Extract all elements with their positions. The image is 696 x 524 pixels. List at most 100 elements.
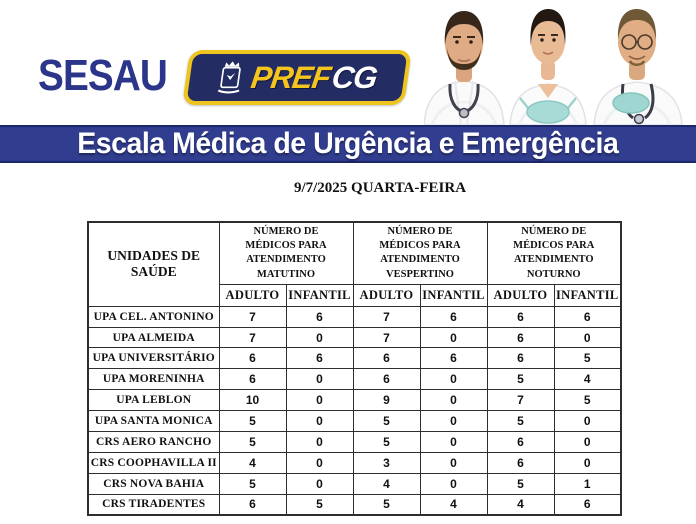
unit-name-cell: UPA SANTA MONICA (87, 410, 220, 433)
doctor-count-cell: 0 (553, 431, 622, 453)
doctor-count-cell: 0 (419, 410, 488, 433)
doctor-count-cell: 5 (486, 368, 555, 391)
doctor-count-cell: 0 (419, 451, 488, 474)
doctor-count-cell: 6 (486, 431, 555, 453)
doctor-count-cell: 6 (218, 368, 287, 391)
header: SESAU PREF CG (0, 0, 696, 126)
doctor-count-cell: 5 (486, 472, 555, 495)
doctor-count-cell: 0 (285, 472, 354, 495)
subheader-matutino-infantil: INFANTIL (285, 283, 354, 307)
doctor-count-cell: 0 (419, 368, 488, 391)
schedule-table-body: UPA CEL. ANTONINO 7 6 7 6 6 6 UPA ALMEIDA 7 0 7 0 6 0… (87, 305, 622, 516)
schedule-table: UNIDADES DE SAÚDE NÚMERO DE MÉDICOS PARA… (87, 221, 622, 517)
unit-name-cell: CRS NOVA BAHIA (87, 472, 220, 495)
doctor-count-cell: 4 (352, 472, 421, 495)
doctor-count-cell: 0 (285, 410, 354, 433)
doctor-count-cell: 5 (285, 493, 354, 516)
doctor-count-cell: 6 (352, 368, 421, 391)
table-row: CRS AERO RANCHO 5 0 5 0 6 0 (87, 431, 622, 453)
doctor-count-cell: 0 (553, 326, 622, 349)
doctor-count-cell: 6 (419, 305, 488, 328)
unit-name-cell: UPA UNIVERSITÁRIO (87, 347, 220, 370)
doctor-count-cell: 5 (218, 410, 287, 433)
sesau-logo: SESAU (38, 51, 168, 100)
doctor-male-left (423, 11, 505, 126)
subheader-noturno-infantil: INFANTIL (553, 283, 622, 307)
doctor-count-cell: 0 (285, 368, 354, 391)
doctor-count-cell: 7 (352, 326, 421, 349)
doctor-count-cell: 6 (218, 347, 287, 370)
doctor-count-cell: 5 (218, 431, 287, 453)
prefcg-logo: PREF CG (182, 50, 412, 105)
unit-name-cell: CRS AERO RANCHO (87, 431, 220, 453)
unit-name-cell: CRS TIRADENTES (87, 493, 220, 516)
doctor-count-cell: 1 (553, 472, 622, 495)
column-group-matutino: NÚMERO DE MÉDICOS PARA ATENDIMENTO MATUT… (218, 221, 354, 285)
doctor-count-cell: 4 (419, 493, 488, 516)
date-line: 9/7/2025 QUARTA-FEIRA (293, 180, 467, 196)
doctor-count-cell: 7 (486, 389, 555, 412)
table-row: UPA LEBLON 10 0 9 0 7 5 (87, 389, 622, 412)
doctor-count-cell: 0 (419, 431, 488, 453)
doctor-count-cell: 5 (352, 410, 421, 433)
table-row: UPA MORENINHA 6 0 6 0 5 4 (87, 368, 622, 391)
doctor-count-cell: 0 (419, 326, 488, 349)
subheader-noturno-adulto: ADULTO (486, 283, 555, 307)
doctors-photo (423, 0, 696, 126)
table-row: CRS TIRADENTES 6 5 5 4 4 6 (87, 493, 622, 516)
page-title: Escala Médica de Urgência e Emergência (77, 127, 619, 160)
table-row: UPA SANTA MONICA 5 0 5 0 5 0 (87, 410, 622, 433)
doctor-count-cell: 5 (352, 431, 421, 453)
doctor-count-cell: 0 (285, 431, 354, 453)
doctor-count-cell: 5 (486, 410, 555, 433)
doctor-count-cell: 5 (553, 347, 622, 370)
subheader-vespertino-adulto: ADULTO (352, 283, 421, 307)
column-group-vespertino: NÚMERO DE MÉDICOS PARA ATENDIMENTO VESPE… (352, 221, 488, 285)
city-crest-icon (215, 60, 247, 96)
unit-name-cell: UPA MORENINHA (87, 368, 220, 391)
doctor-count-cell: 6 (285, 305, 354, 328)
doctor-count-cell: 0 (419, 389, 488, 412)
subheader-vespertino-infantil: INFANTIL (419, 283, 488, 307)
doctor-count-cell: 5 (352, 493, 421, 516)
doctor-count-cell: 6 (553, 493, 622, 516)
doctor-count-cell: 4 (553, 368, 622, 391)
doctor-count-cell: 7 (218, 305, 287, 328)
subheader-matutino-adulto: ADULTO (218, 283, 287, 307)
column-group-noturno: NÚMERO DE MÉDICOS PARA ATENDIMENTO NOTUR… (486, 221, 622, 285)
doctor-count-cell: 6 (285, 347, 354, 370)
doctor-count-cell: 9 (352, 389, 421, 412)
doctor-count-cell: 6 (419, 347, 488, 370)
doctor-count-cell: 3 (352, 451, 421, 474)
unit-name-cell: UPA CEL. ANTONINO (87, 305, 220, 328)
doctor-count-cell: 10 (218, 389, 287, 412)
title-banner: Escala Médica de Urgência e Emergência (0, 125, 696, 163)
doctor-count-cell: 0 (285, 451, 354, 474)
unit-name-cell: UPA ALMEIDA (87, 326, 220, 349)
doctor-count-cell: 6 (486, 305, 555, 328)
doctor-count-cell: 7 (352, 305, 421, 328)
table-row: UPA UNIVERSITÁRIO 6 6 6 6 6 5 (87, 347, 622, 370)
doctor-count-cell: 0 (419, 472, 488, 495)
prefcg-logo-cg: CG (329, 59, 380, 95)
doctor-count-cell: 5 (553, 389, 622, 412)
column-header-units: UNIDADES DE SAÚDE (87, 221, 220, 307)
table-row: CRS COOPHAVILLA II 4 0 3 0 6 0 (87, 451, 622, 474)
doctor-count-cell: 4 (218, 451, 287, 474)
doctor-count-cell: 0 (285, 326, 354, 349)
doctor-count-cell: 6 (486, 347, 555, 370)
doctor-count-cell: 5 (218, 472, 287, 495)
doctor-count-cell: 4 (486, 493, 555, 516)
doctor-count-cell: 0 (285, 389, 354, 412)
prefcg-logo-pref: PREF (249, 59, 333, 95)
table-row: CRS NOVA BAHIA 5 0 4 0 5 1 (87, 472, 622, 495)
doctor-count-cell: 6 (352, 347, 421, 370)
doctor-count-cell: 6 (218, 493, 287, 516)
doctor-count-cell: 6 (486, 451, 555, 474)
doctor-count-cell: 7 (218, 326, 287, 349)
doctor-count-cell: 0 (553, 410, 622, 433)
doctor-male-right (593, 9, 683, 126)
doctor-count-cell: 6 (486, 326, 555, 349)
unit-name-cell: UPA LEBLON (87, 389, 220, 412)
